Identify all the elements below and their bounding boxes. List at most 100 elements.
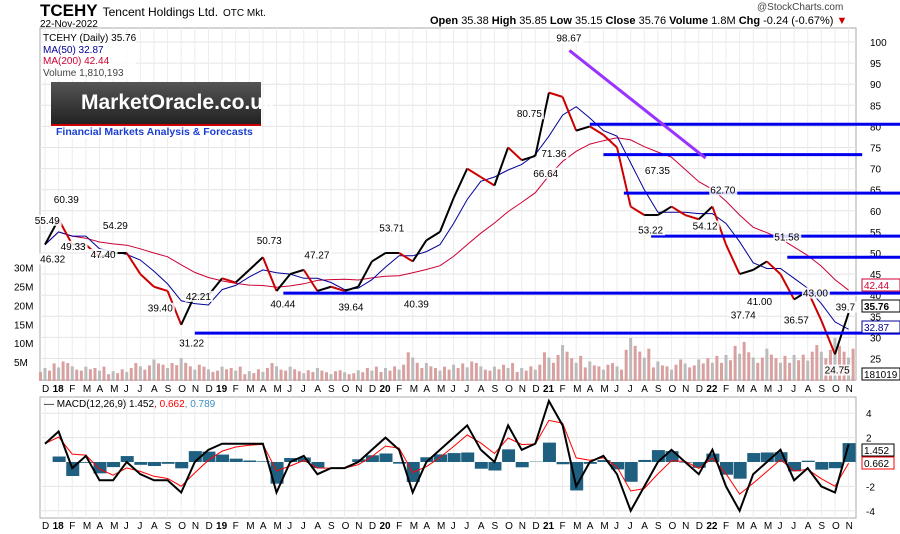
x-tick-label: N [192, 521, 199, 532]
volume-bar [311, 371, 315, 381]
x-tick-label: J [124, 521, 129, 532]
x-tick-label: J [464, 384, 469, 395]
x-tick-label: A [750, 384, 757, 395]
annotation-label: 51.58 [774, 232, 799, 243]
price-segment [357, 260, 373, 288]
volume-bar [202, 366, 206, 381]
price-segment [452, 168, 469, 199]
annotation-box [801, 287, 830, 299]
x-tick-label: D [696, 521, 703, 532]
value-tag-label: 32.87 [864, 323, 889, 334]
x-tick-label: O [505, 521, 513, 532]
y-tick-label: 75 [870, 144, 882, 155]
volume-bar [234, 370, 238, 381]
volume-bar [520, 367, 524, 381]
volume-bar [420, 368, 424, 381]
volume-bar [611, 363, 615, 381]
x-tick-label: O [342, 521, 350, 532]
macd-histogram-bar [52, 456, 66, 462]
volume-bar [683, 363, 687, 381]
y-tick-label: 35 [870, 312, 882, 323]
x-tick-label: N [846, 384, 853, 395]
volume-bar [433, 367, 437, 381]
y-tick-label: 60 [870, 207, 882, 218]
annotation-label: 40.44 [270, 299, 295, 310]
volume-bar [606, 364, 610, 381]
annotation-box [746, 295, 775, 307]
volume-bar [97, 370, 101, 381]
annotation-box [782, 314, 811, 326]
x-tick-label: F [396, 521, 402, 532]
x-tick-label: M [410, 521, 418, 532]
annotation-label: 49.33 [61, 242, 86, 253]
macd-histogram-bar [161, 462, 175, 464]
high-label: High [491, 15, 517, 27]
volume-bar [742, 341, 746, 381]
volume-bar [388, 370, 392, 381]
volume-bar [107, 374, 111, 381]
annotation-box [643, 164, 672, 176]
x-tick-label: F [233, 521, 239, 532]
volume-bar [769, 354, 773, 381]
x-tick-label: J [124, 384, 129, 395]
volume-bar [256, 369, 260, 381]
x-tick-label: D [696, 384, 703, 395]
price-segment [302, 269, 319, 292]
y-tick-label: 65 [870, 186, 882, 197]
value-tag-label: 181019 [864, 370, 898, 381]
volume-bar [674, 364, 678, 381]
x-tick-label: F [69, 384, 75, 395]
volume-bar [129, 367, 133, 381]
volume-bar [574, 362, 578, 381]
volume-bar [66, 363, 70, 381]
volume-bar [533, 369, 537, 381]
annotation-box [378, 222, 407, 234]
price-segment [344, 285, 359, 292]
volume-bar [788, 362, 792, 381]
volume-bar [302, 373, 306, 381]
x-tick-label: O [669, 384, 677, 395]
annotation-label: 67.35 [645, 166, 670, 177]
macd-histogram-bar [788, 462, 802, 472]
chart-date: 22-Nov-2022 [40, 19, 98, 30]
volume-bar [579, 355, 583, 381]
volume-bar [225, 369, 229, 381]
volume-bar [320, 370, 324, 381]
annotation-box [773, 231, 802, 243]
macd-histogram-bar [747, 453, 761, 462]
x-tick-label: O [178, 521, 186, 532]
high-value: 35.85 [519, 15, 547, 27]
volume-bar [647, 348, 651, 381]
x-tick-label: A [641, 521, 648, 532]
trendline [568, 49, 707, 160]
volume-bar [229, 367, 233, 381]
macd-histogram-bar [216, 454, 230, 462]
low-value: 35.15 [574, 15, 603, 27]
volume-bar [379, 371, 383, 381]
x-tick-label: 21 [543, 384, 555, 395]
x-tick-label: M [246, 521, 254, 532]
x-tick-label: J [301, 384, 306, 395]
price-segment [534, 92, 550, 157]
y-tick-label: 80 [870, 122, 882, 133]
macd-histogram-bar [79, 462, 93, 463]
price-segment [616, 147, 632, 207]
open-value: 35.38 [461, 15, 489, 27]
title-row: TCEHY Tencent Holdings Ltd. OTC Mkt. [40, 1, 266, 21]
volume-bar [279, 369, 283, 381]
volume-bar [393, 366, 397, 381]
volume-bar [620, 369, 624, 381]
annotation-box [146, 302, 175, 314]
annotation-label: 46.32 [40, 255, 65, 266]
annotation-box [729, 309, 758, 321]
value-tag [861, 320, 900, 334]
company-name: Tencent Holdings Ltd. [102, 5, 219, 19]
x-tick-label: M [737, 384, 745, 395]
macd-histogram-bar [502, 449, 516, 462]
volume-label: Volume [669, 15, 709, 27]
annotation-box [637, 224, 666, 236]
volume-bar [483, 369, 487, 381]
volume-bar [238, 366, 242, 381]
volume-bar [783, 355, 787, 381]
price-segment [739, 268, 754, 276]
